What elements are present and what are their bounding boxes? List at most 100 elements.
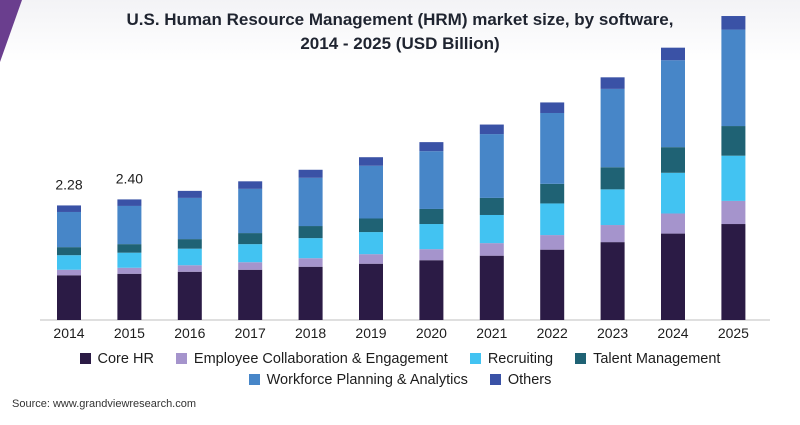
bar-segment-3 (721, 155, 746, 201)
legend-item: Core HR (79, 350, 154, 367)
bar-segment-4 (117, 244, 142, 253)
x-tick-label: 2021 (476, 325, 507, 341)
bar-segment-4 (177, 239, 202, 249)
bar-segment-1 (117, 273, 142, 320)
data-label: 2.28 (55, 176, 82, 192)
bar-segment-3 (661, 172, 685, 214)
legend: Core HR Employee Collaboration & Engageme… (30, 348, 770, 390)
bar-segment-3 (359, 232, 383, 255)
x-tick-label: 2016 (174, 325, 205, 341)
bar-segment-5 (177, 197, 202, 240)
bar-segment-5 (57, 211, 81, 248)
bar-segment-3 (419, 224, 444, 250)
bar-segment-6 (117, 199, 142, 206)
bar-segment-5 (419, 151, 444, 209)
chart-title-line-1: U.S. Human Resource Management (HRM) mar… (126, 10, 674, 29)
legend-row: Workforce Planning & Analytics Others (30, 369, 770, 390)
legend-item: Workforce Planning & Analytics (248, 371, 468, 388)
legend-swatch (489, 374, 501, 385)
bar-segment-1 (479, 255, 504, 320)
bar-segment-6 (57, 205, 81, 212)
bar-segment-1 (600, 242, 625, 320)
legend-label: Workforce Planning & Analytics (266, 371, 468, 388)
bar-segment-5 (540, 112, 565, 184)
x-tick-label: 2024 (657, 325, 688, 341)
x-tick-label: 2015 (114, 325, 145, 341)
bar-segment-1 (721, 224, 746, 320)
bar-segment-4 (359, 218, 383, 233)
legend-swatch (248, 374, 260, 385)
bar-segment-3 (298, 238, 323, 259)
bar-segment-2 (479, 243, 504, 256)
bar-segment-1 (359, 263, 383, 320)
x-tick-label: 2018 (295, 325, 326, 341)
legend-label: Talent Management (593, 350, 721, 367)
legend-item: Others (489, 371, 552, 388)
data-label: 2.40 (116, 170, 143, 186)
x-tick-label: 2022 (537, 325, 568, 341)
corner-accent (0, 0, 22, 62)
bar-segment-4 (298, 226, 323, 239)
bar-segment-3 (600, 189, 625, 226)
legend-label: Recruiting (487, 350, 554, 367)
bar-segment-6 (661, 47, 685, 61)
bar-segment-1 (419, 260, 444, 320)
bar-segment-6 (177, 190, 202, 198)
bar-segment-2 (600, 225, 625, 243)
bar-segment-1 (57, 275, 81, 320)
bar-segment-2 (177, 265, 202, 272)
bar-segment-3 (117, 252, 142, 268)
bar-segment-6 (721, 16, 746, 30)
bar-segment-4 (600, 167, 625, 190)
bar-segment-5 (721, 29, 746, 127)
bar-segment-4 (419, 208, 444, 225)
x-tick-label: 2014 (53, 325, 84, 341)
bar-segment-3 (177, 248, 202, 266)
bar-segment-5 (600, 88, 625, 168)
bar-segment-3 (540, 203, 565, 236)
bar-segment-1 (540, 249, 565, 320)
bar-segment-4 (238, 233, 263, 245)
bar-segment-5 (238, 188, 263, 234)
bar-segment-2 (721, 200, 746, 225)
bar-segment-5 (359, 165, 383, 219)
chart-title-line-2: 2014 - 2025 (USD Billion) (300, 34, 500, 53)
bar-segment-6 (540, 102, 565, 113)
bar-segment-4 (57, 247, 81, 256)
legend-swatch (469, 353, 481, 364)
bar-segment-3 (479, 214, 504, 244)
legend-swatch (175, 353, 187, 364)
bar-segment-2 (419, 249, 444, 261)
legend-row: Core HR Employee Collaboration & Engageme… (30, 348, 770, 369)
legend-item: Talent Management (575, 351, 720, 367)
legend-item: Employee Collaboration & Engagement (175, 350, 448, 367)
bar-segment-5 (479, 134, 504, 198)
legend-swatch (79, 353, 91, 364)
x-tick-label: 2017 (235, 325, 266, 341)
bar-segment-2 (238, 262, 263, 270)
bar-segment-6 (298, 169, 323, 178)
bar-segment-2 (661, 213, 685, 234)
legend-swatch (575, 353, 587, 364)
bar-segment-1 (661, 233, 685, 320)
legend-label: Others (507, 371, 552, 388)
x-tick-label: 2019 (355, 325, 386, 341)
bar-segment-4 (661, 147, 685, 173)
legend-label: Employee Collaboration & Engagement (193, 350, 448, 367)
bar-segment-5 (661, 60, 685, 148)
bar-segment-6 (419, 142, 444, 152)
legend-label: Core HR (97, 350, 154, 367)
bar-segment-4 (479, 197, 504, 215)
bar-segment-6 (238, 181, 263, 189)
bar-segment-6 (479, 124, 504, 135)
bar-segment-2 (298, 258, 323, 267)
bar-segment-2 (540, 235, 565, 250)
chart-title: U.S. Human Resource Management (HRM) mar… (0, 8, 800, 56)
x-tick-label: 2025 (718, 325, 749, 341)
bar-segment-6 (359, 157, 383, 166)
x-tick-label: 2020 (416, 325, 447, 341)
bar-segment-2 (57, 269, 81, 276)
bar-segment-2 (359, 254, 383, 264)
bar-segment-3 (238, 244, 263, 263)
x-tick-label: 2023 (597, 325, 628, 341)
